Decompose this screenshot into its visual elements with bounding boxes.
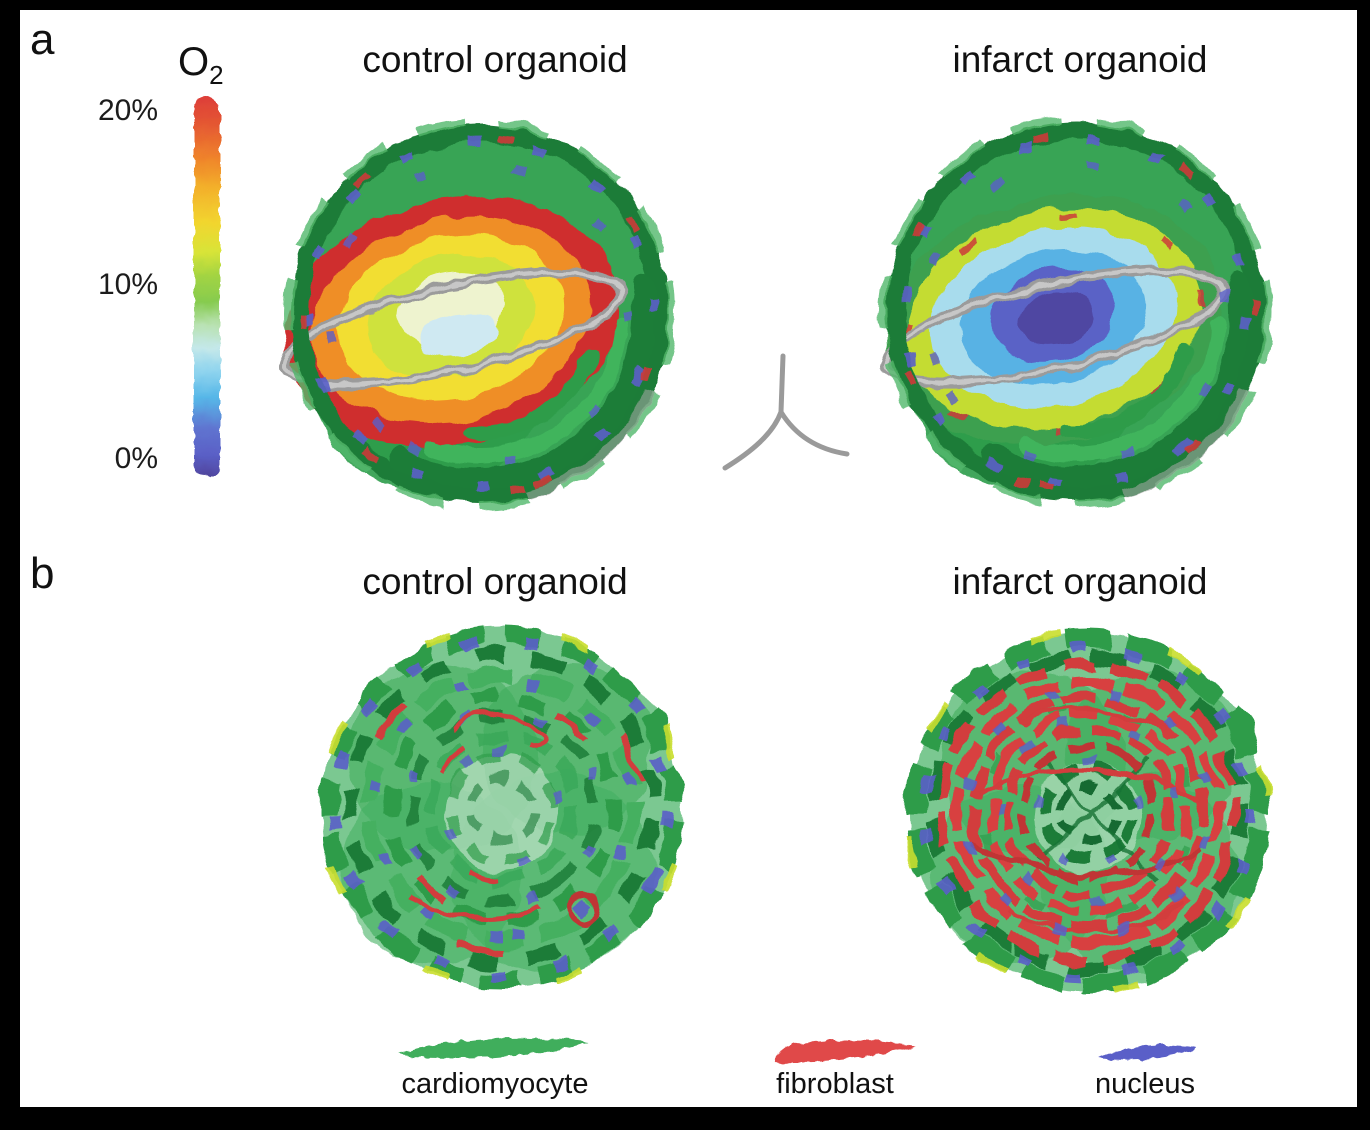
panel-b-infarct-title: infarct organoid bbox=[952, 561, 1208, 602]
panel-a-label: a bbox=[30, 15, 55, 64]
shadow-arc bbox=[526, 390, 653, 499]
o2-colorbar bbox=[194, 96, 220, 478]
panel-b-control-title: control organoid bbox=[362, 561, 628, 602]
organoid-shell bbox=[880, 116, 1272, 508]
cardiomyocyte-brush-stroke bbox=[399, 1038, 587, 1058]
cell-flecks bbox=[298, 132, 662, 496]
oxygen-cut-face bbox=[280, 197, 627, 447]
nucleus-strokes bbox=[330, 636, 674, 980]
figure-canvas: a O2 20% 10% 0% control organoid infarct… bbox=[20, 10, 1357, 1107]
nucleus-brush-stroke bbox=[1099, 1045, 1197, 1060]
o2-subscript: 2 bbox=[209, 60, 224, 90]
cardiomyocyte-strokes bbox=[318, 624, 686, 992]
legend-label-cardiomyocyte: cardiomyocyte bbox=[401, 1068, 589, 1100]
legend-swatch-fibroblast bbox=[773, 1040, 915, 1063]
legend-label-nucleus: nucleus bbox=[1095, 1068, 1195, 1100]
infarct-organoid-cells-illustration bbox=[904, 628, 1272, 996]
colorbar-tick-10: 10% bbox=[97, 268, 158, 301]
legend-swatch-cardiomyocyte bbox=[399, 1038, 587, 1058]
oxygen-cut-face bbox=[882, 195, 1229, 445]
colorbar-tick-20: 20% bbox=[97, 94, 158, 127]
legend-label-fibroblast: fibroblast bbox=[776, 1068, 894, 1100]
shadow-arc bbox=[1122, 388, 1249, 497]
panel-a-control-title: control organoid bbox=[362, 39, 628, 80]
o2-colorbar-strip bbox=[194, 96, 220, 478]
orientation-marker bbox=[722, 353, 850, 471]
colorbar-tick-0: 0% bbox=[114, 442, 158, 475]
infarct-organoid-oxygen-illustration bbox=[880, 116, 1272, 508]
o2-symbol: O bbox=[178, 40, 210, 84]
control-organoid-cells-illustration bbox=[318, 624, 686, 992]
fibroblast-ring-strokes bbox=[937, 661, 1239, 963]
panel-a-infarct-title: infarct organoid bbox=[952, 39, 1208, 80]
cell-flecks bbox=[894, 130, 1258, 494]
control-organoid-oxygen-illustration bbox=[280, 118, 676, 510]
o2-axis-label: O2 bbox=[178, 40, 224, 91]
panel-b-label: b bbox=[30, 549, 55, 598]
cardiomyocyte-strokes bbox=[904, 628, 1272, 996]
fibroblast-brush-stroke bbox=[773, 1040, 915, 1063]
legend-swatch-nucleus bbox=[1099, 1045, 1197, 1060]
